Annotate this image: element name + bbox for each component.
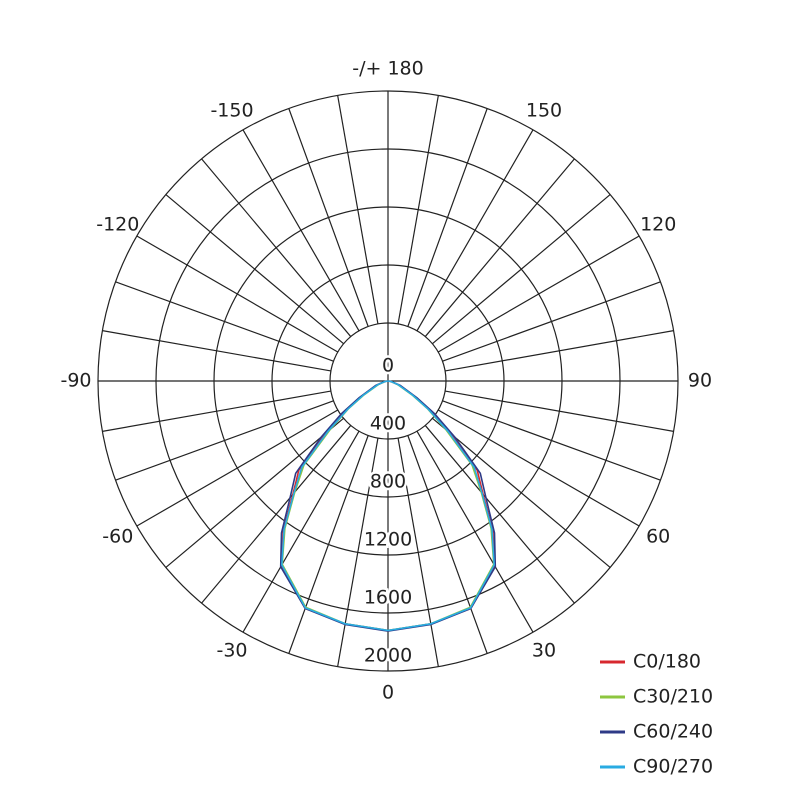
ring: [97, 90, 679, 672]
angle-tick-label: -30: [216, 640, 247, 662]
ring: [155, 148, 621, 614]
radial-tick-label: 800: [370, 471, 406, 493]
radial-tick-label: 1200: [364, 529, 412, 551]
angle-tick-label: 120: [640, 214, 676, 236]
angle-tick-label: 0: [382, 682, 394, 704]
legend-label: C90/270: [633, 756, 713, 778]
angle-tick-label: -60: [102, 526, 133, 548]
curve: [280, 380, 496, 632]
angle-tick-label: -120: [96, 214, 139, 236]
ring: [329, 322, 447, 440]
radial-tick-label: 1600: [364, 587, 412, 609]
radial-tick-label: 2000: [364, 645, 412, 667]
legend-label: C0/180: [633, 651, 701, 673]
angle-tick-label: -150: [210, 99, 253, 121]
ring: [213, 206, 563, 556]
angle-tick-label: 30: [532, 640, 556, 662]
angle-tick-label: 60: [646, 526, 670, 548]
legend-label: C30/210: [633, 686, 713, 708]
angle-tick-label: 150: [526, 99, 562, 121]
angle-tick-label: -90: [60, 370, 91, 392]
legend-label: C60/240: [633, 721, 713, 743]
radial-tick-label: 0: [382, 355, 394, 377]
angle-tick-label: -/+ 180: [352, 58, 423, 80]
radial-tick-label: 400: [370, 413, 406, 435]
ring: [271, 264, 505, 498]
angle-tick-label: 90: [688, 370, 712, 392]
